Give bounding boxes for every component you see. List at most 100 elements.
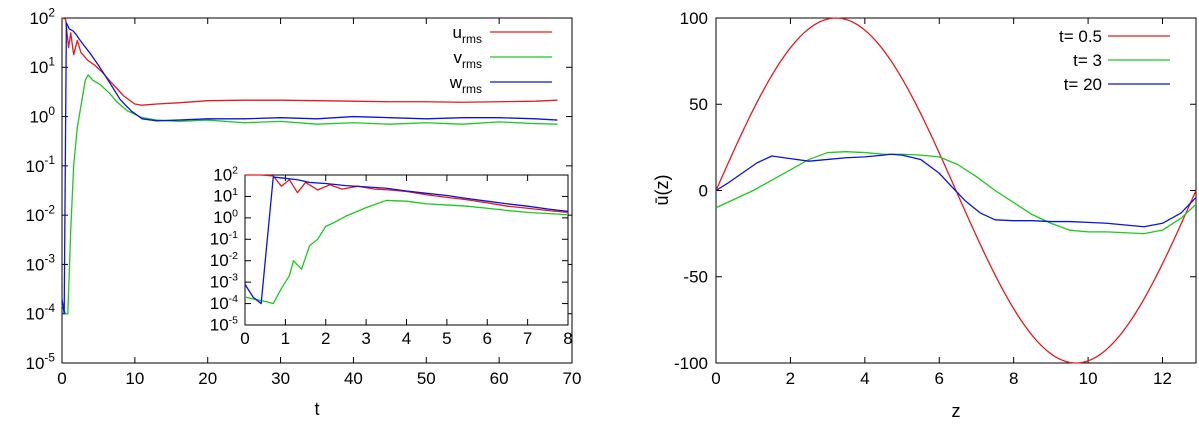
- left-x-tick-label: 50: [417, 369, 436, 388]
- left-y-tick-label: 100: [29, 104, 55, 127]
- inset-x-tick-label: 8: [563, 329, 572, 348]
- inset-x-tick-label: 2: [321, 329, 330, 348]
- right-y-tick-label: 0: [699, 181, 708, 200]
- right-y-tick-label: -50: [683, 268, 708, 287]
- right-y-tick-label: 100: [680, 9, 708, 28]
- left-legend-label-1: vrms: [454, 48, 483, 71]
- right-legend-label-1: t= 3: [1073, 51, 1102, 70]
- left-legend-sub: rms: [462, 82, 482, 96]
- inset-y-tick-base: 10: [213, 187, 232, 206]
- inset-series-layer: [244, 174, 569, 305]
- right-legend-name: t= 3: [1073, 51, 1102, 70]
- inset-x-tick-label: 6: [483, 329, 492, 348]
- left-y-tick-base: 10: [26, 255, 45, 274]
- left-x-tick-label: 40: [344, 369, 363, 388]
- inset-y-tick-label: 10-1: [210, 229, 238, 249]
- inset-y-tick-base: 10: [213, 165, 232, 184]
- right-legend-name: t= 0.5: [1059, 27, 1102, 46]
- right-chart: 0 2 4 6 8 10 12 -100 -50 0 50 100 z ū(z) t= 0.5 t= 3…: [652, 9, 1197, 421]
- right-series-line-2: [715, 153, 1197, 228]
- inset-y-tick-exp: -1: [229, 229, 238, 241]
- right-x-tick-label: 10: [1079, 369, 1098, 388]
- right-tick-layer: 0 2 4 6 8 10 12 -100 -50 0 50 100: [674, 9, 1196, 388]
- left-y-tick-base: 10: [29, 9, 48, 28]
- left-y-tick-exp: -2: [44, 202, 55, 216]
- inset-x-tick-label: 1: [281, 329, 290, 348]
- inset-y-tick-base: 10: [210, 272, 229, 291]
- right-legend-label-0: t= 0.5: [1059, 27, 1102, 46]
- inset-series-line-0: [245, 174, 569, 214]
- inset-y-tick-label: 102: [213, 165, 238, 185]
- left-y-tick-base: 10: [29, 108, 48, 127]
- left-y-tick-exp: -3: [44, 252, 55, 266]
- right-x-tick-label: 8: [1009, 369, 1018, 388]
- left-y-tick-base: 10: [26, 157, 45, 176]
- left-tick-layer: 0 10 20 30 40 50 60 7010-510-410-310-210-110010…: [26, 5, 582, 388]
- inset-y-tick-base: 10: [210, 294, 229, 313]
- left-y-tick-label: 10-4: [26, 301, 56, 324]
- inset-y-tick-exp: 0: [232, 207, 238, 219]
- left-legend-sub: rms: [462, 32, 482, 46]
- inset-x-tick-label: 0: [240, 329, 249, 348]
- right-x-tick-label: 6: [935, 369, 944, 388]
- right-x-tick-label: 12: [1153, 369, 1172, 388]
- right-y-tick-label: 50: [689, 95, 708, 114]
- right-x-tick-label: 0: [711, 369, 720, 388]
- inset-x-tick-label: 5: [442, 329, 451, 348]
- right-y-axis-label: ū(z): [652, 175, 672, 206]
- left-y-tick-exp: 1: [48, 55, 55, 69]
- left-series-layer: [61, 17, 558, 315]
- inset-x-tick-label: 7: [523, 329, 532, 348]
- inset-y-tick-base: 10: [213, 208, 232, 227]
- left-legend-label-2: wrms: [449, 73, 482, 96]
- inset-y-tick-base: 10: [210, 251, 229, 270]
- left-legend-name: v: [454, 48, 463, 67]
- left-y-tick-base: 10: [29, 58, 48, 77]
- left-x-tick-label: 0: [57, 369, 66, 388]
- left-series-line-2: [61, 22, 558, 315]
- inset-series-line-1: [244, 199, 569, 305]
- inset-y-tick-exp: 2: [232, 165, 238, 177]
- left-plot-frame: [61, 17, 573, 364]
- left-y-tick-exp: -4: [44, 301, 55, 315]
- left-y-tick-label: 101: [29, 55, 55, 78]
- inset-series-line-2: [244, 176, 569, 305]
- left-x-axis-label: t: [314, 399, 319, 419]
- inset-y-tick-label: 100: [213, 207, 238, 227]
- right-x-axis-label: z: [952, 401, 961, 421]
- inset-y-tick-exp: -5: [229, 315, 238, 327]
- inset-y-tick-exp: -3: [229, 272, 238, 284]
- left-chart: 0 10 20 30 40 50 60 7010-510-410-310-210-110010…: [26, 5, 582, 419]
- left-legend-name: w: [449, 73, 463, 92]
- left-legend-sub: rms: [462, 57, 482, 71]
- right-legend: t= 0.5 t= 3 t= 20: [1059, 27, 1170, 94]
- inset-y-tick-label: 10-3: [210, 272, 238, 292]
- inset-y-tick-base: 10: [210, 230, 229, 249]
- inset-y-tick-exp: -2: [229, 250, 238, 262]
- inset-y-tick-label: 10-5: [210, 315, 238, 335]
- left-y-tick-exp: -5: [44, 350, 55, 364]
- left-x-tick-label: 70: [563, 369, 582, 388]
- right-x-tick-label: 4: [860, 369, 869, 388]
- left-y-tick-label: 10-3: [26, 252, 56, 275]
- right-series-line-1: [715, 151, 1197, 235]
- right-series-layer: [715, 17, 1197, 364]
- left-x-tick-label: 30: [271, 369, 290, 388]
- inset-y-tick-exp: -4: [229, 293, 238, 305]
- left-y-tick-exp: 0: [48, 104, 55, 118]
- inset-x-tick-label: 4: [402, 329, 411, 348]
- right-legend-name: t= 20: [1064, 75, 1102, 94]
- inset-y-tick-label: 10-2: [210, 250, 238, 270]
- left-y-tick-base: 10: [26, 305, 45, 324]
- right-legend-label-2: t= 20: [1064, 75, 1102, 94]
- left-y-tick-base: 10: [26, 206, 45, 225]
- left-legend-label-0: urms: [453, 23, 482, 46]
- inset-background: [245, 175, 568, 325]
- left-x-tick-label: 60: [490, 369, 509, 388]
- inset-y-tick-label: 101: [213, 186, 238, 206]
- inset-y-tick-label: 10-4: [210, 293, 238, 313]
